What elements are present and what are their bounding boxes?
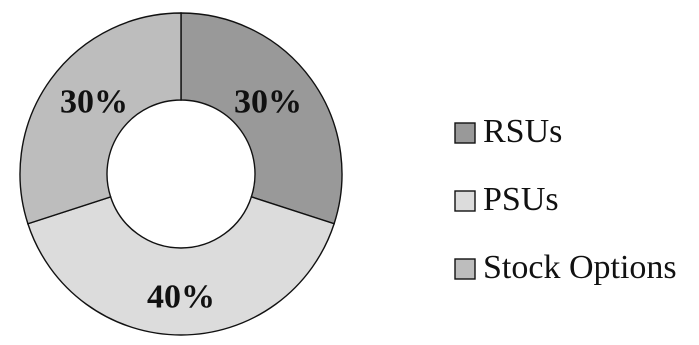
legend-swatch-stock-options [454,258,476,280]
donut-slices [19,12,343,336]
legend-swatch-rsus [454,122,476,144]
legend-label-stock-options: Stock Options [483,249,677,286]
slice-rsus [180,12,343,225]
slice-psus [26,195,336,336]
pct-label-stock-options: 30% [60,84,128,121]
legend-swatch-psus [454,190,476,212]
legend-label-rsus: RSUs [483,113,562,150]
pct-label-rsus: 30% [234,84,302,121]
legend: RSUs PSUs Stock Options [454,113,677,286]
slice-stock-options [19,12,182,225]
pct-label-psus: 40% [147,278,215,315]
legend-label-psus: PSUs [483,181,559,218]
percentage-labels: 30% 40% 30% [60,84,302,316]
